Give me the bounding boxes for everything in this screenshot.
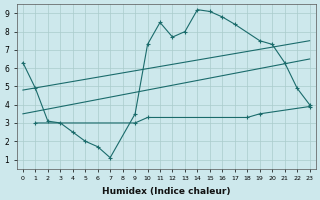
X-axis label: Humidex (Indice chaleur): Humidex (Indice chaleur) [102, 187, 230, 196]
